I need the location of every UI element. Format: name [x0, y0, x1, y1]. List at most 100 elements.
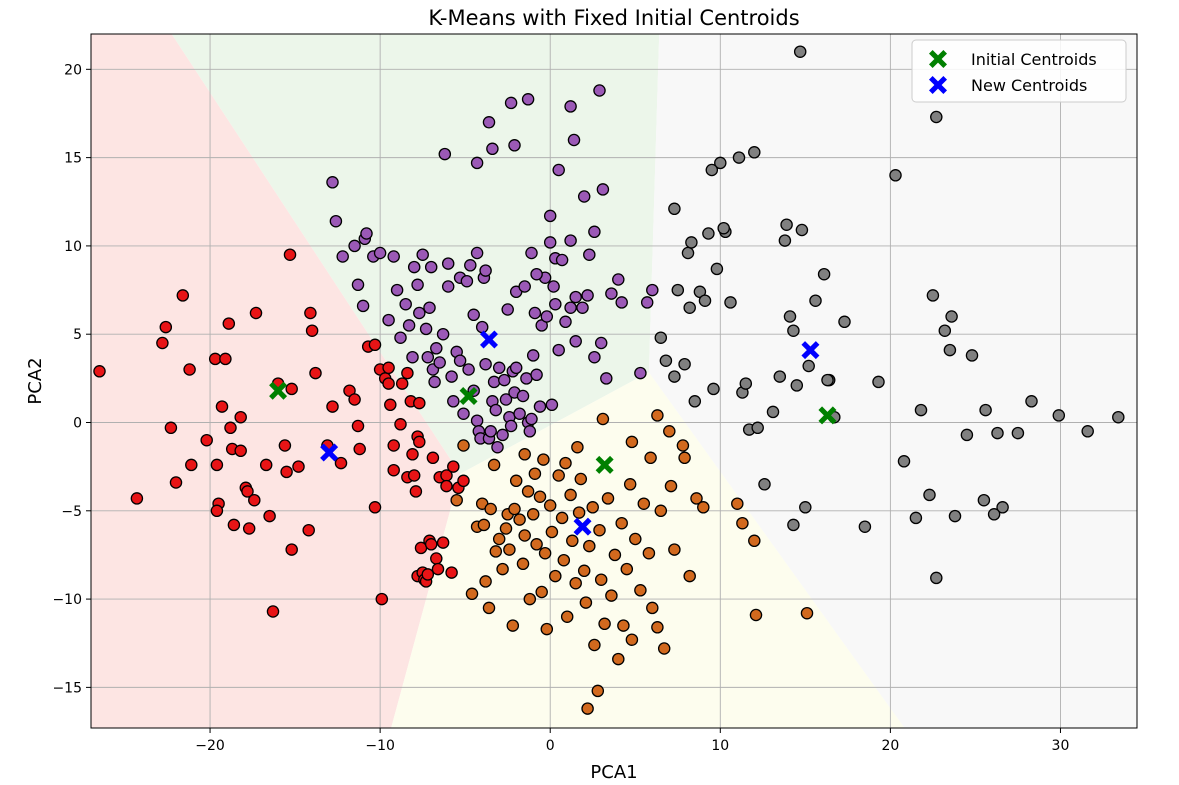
point-cluster-3-14 — [710, 262, 724, 276]
point-cluster-1-48 — [479, 357, 492, 371]
point-cluster-2-84 — [571, 440, 584, 454]
point-cluster-2-75 — [731, 497, 744, 510]
point-cluster-2-19 — [513, 513, 526, 526]
point-cluster-1-7 — [360, 227, 373, 240]
point-cluster-2-82 — [537, 453, 550, 466]
point-cluster-1-20 — [416, 248, 429, 261]
point-cluster-2-37 — [560, 610, 574, 623]
point-cluster-2-26 — [530, 538, 543, 551]
point-cluster-0-85 — [445, 566, 458, 579]
point-cluster-0-46 — [351, 419, 365, 433]
point-cluster-1-61 — [504, 419, 518, 433]
point-cluster-1-76 — [533, 400, 547, 413]
point-cluster-0-0 — [93, 365, 106, 378]
plot-frame — [90, 33, 1138, 729]
point-cluster-2-68 — [657, 642, 671, 655]
y-tick-label-5: 10 — [64, 239, 82, 255]
point-cluster-1-43 — [470, 414, 484, 427]
point-cluster-2-22 — [521, 485, 535, 498]
point-cluster-3-29 — [790, 379, 804, 392]
point-cluster-2-9 — [487, 458, 501, 472]
point-cluster-2-35 — [555, 511, 569, 525]
point-cluster-3-59 — [778, 234, 792, 247]
point-cluster-1-1 — [329, 214, 343, 228]
point-cluster-1-46 — [475, 320, 489, 334]
point-cluster-1-88 — [576, 301, 589, 314]
point-cluster-1-2 — [336, 250, 349, 263]
point-cluster-2-43 — [577, 564, 591, 578]
point-cluster-1-12 — [390, 283, 404, 297]
cluster-region-3 — [648, 34, 1137, 728]
point-cluster-3-50 — [1011, 426, 1025, 440]
point-cluster-1-30 — [441, 257, 455, 270]
point-cluster-2-77 — [748, 534, 761, 548]
data-points — [93, 45, 1125, 715]
x-tick-label-0: −20 — [195, 738, 225, 754]
point-cluster-0-8 — [185, 458, 198, 472]
point-cluster-1-113 — [596, 183, 610, 196]
point-cluster-3-25 — [773, 370, 787, 383]
point-cluster-1-21 — [419, 322, 433, 336]
legend-x-initial — [929, 50, 947, 68]
point-cluster-0-32 — [280, 465, 293, 479]
point-cluster-2-86 — [625, 435, 639, 449]
point-cluster-1-69 — [520, 372, 533, 385]
point-cluster-0-58 — [387, 463, 400, 477]
point-cluster-1-80 — [545, 398, 559, 412]
point-cluster-2-64 — [642, 546, 656, 560]
point-cluster-3-5 — [678, 357, 691, 371]
point-cluster-1-87 — [569, 335, 582, 348]
point-cluster-1-59 — [501, 303, 514, 316]
point-cluster-1-106 — [543, 236, 557, 249]
legend-box — [911, 39, 1127, 103]
point-cluster-1-26 — [428, 375, 441, 389]
point-cluster-1-89 — [581, 289, 594, 302]
centroid-markers — [269, 330, 837, 536]
point-cluster-1-22 — [421, 350, 435, 364]
point-cluster-2-47 — [588, 638, 601, 652]
point-cluster-2-18 — [509, 474, 523, 488]
point-cluster-2-61 — [629, 532, 642, 546]
point-cluster-2-24 — [526, 508, 540, 521]
new-centroid-0 — [320, 443, 339, 462]
cluster-region-1 — [171, 34, 660, 474]
point-cluster-0-56 — [384, 398, 397, 412]
point-cluster-0-13 — [210, 504, 224, 518]
point-cluster-1-107 — [552, 163, 565, 177]
y-tick-label-6: 15 — [64, 151, 82, 167]
point-cluster-2-88 — [651, 409, 664, 422]
point-cluster-3-64 — [909, 511, 923, 525]
point-cluster-1-64 — [509, 361, 523, 375]
point-cluster-1-72 — [525, 412, 538, 426]
initial-centroid-3 — [818, 406, 837, 425]
point-cluster-3-55 — [930, 110, 943, 124]
point-cluster-1-94 — [612, 273, 625, 286]
point-cluster-1-4 — [351, 278, 365, 292]
point-cluster-3-34 — [817, 267, 831, 281]
point-cluster-3-27 — [783, 310, 797, 323]
point-cluster-3-37 — [838, 315, 851, 329]
point-cluster-2-70 — [668, 543, 681, 556]
point-cluster-3-44 — [943, 343, 957, 357]
point-cluster-1-39 — [462, 363, 475, 376]
point-cluster-3-24 — [766, 405, 780, 419]
point-cluster-0-64 — [406, 448, 419, 461]
point-cluster-0-66 — [409, 485, 423, 498]
point-cluster-3-23 — [758, 478, 771, 491]
point-cluster-3-0 — [654, 331, 668, 344]
point-cluster-1-53 — [489, 403, 503, 417]
axis-ticks: −20 −10 0 10 20 30 −15 −10 −5 0 5 10 15 20 — [52, 62, 1069, 754]
point-cluster-2-16 — [506, 619, 520, 632]
point-cluster-1-9 — [373, 246, 387, 260]
point-cluster-2-10 — [489, 545, 503, 558]
point-cluster-1-19 — [413, 306, 426, 320]
point-cluster-2-11 — [492, 532, 506, 546]
point-cluster-2-66 — [651, 621, 664, 634]
point-cluster-0-23 — [241, 485, 254, 498]
point-cluster-1-121 — [564, 234, 577, 247]
point-cluster-2-45 — [583, 539, 596, 553]
point-cluster-0-21 — [234, 410, 247, 424]
point-cluster-0-59 — [394, 418, 407, 431]
point-cluster-1-79 — [540, 310, 554, 323]
point-cluster-0-17 — [224, 421, 237, 435]
